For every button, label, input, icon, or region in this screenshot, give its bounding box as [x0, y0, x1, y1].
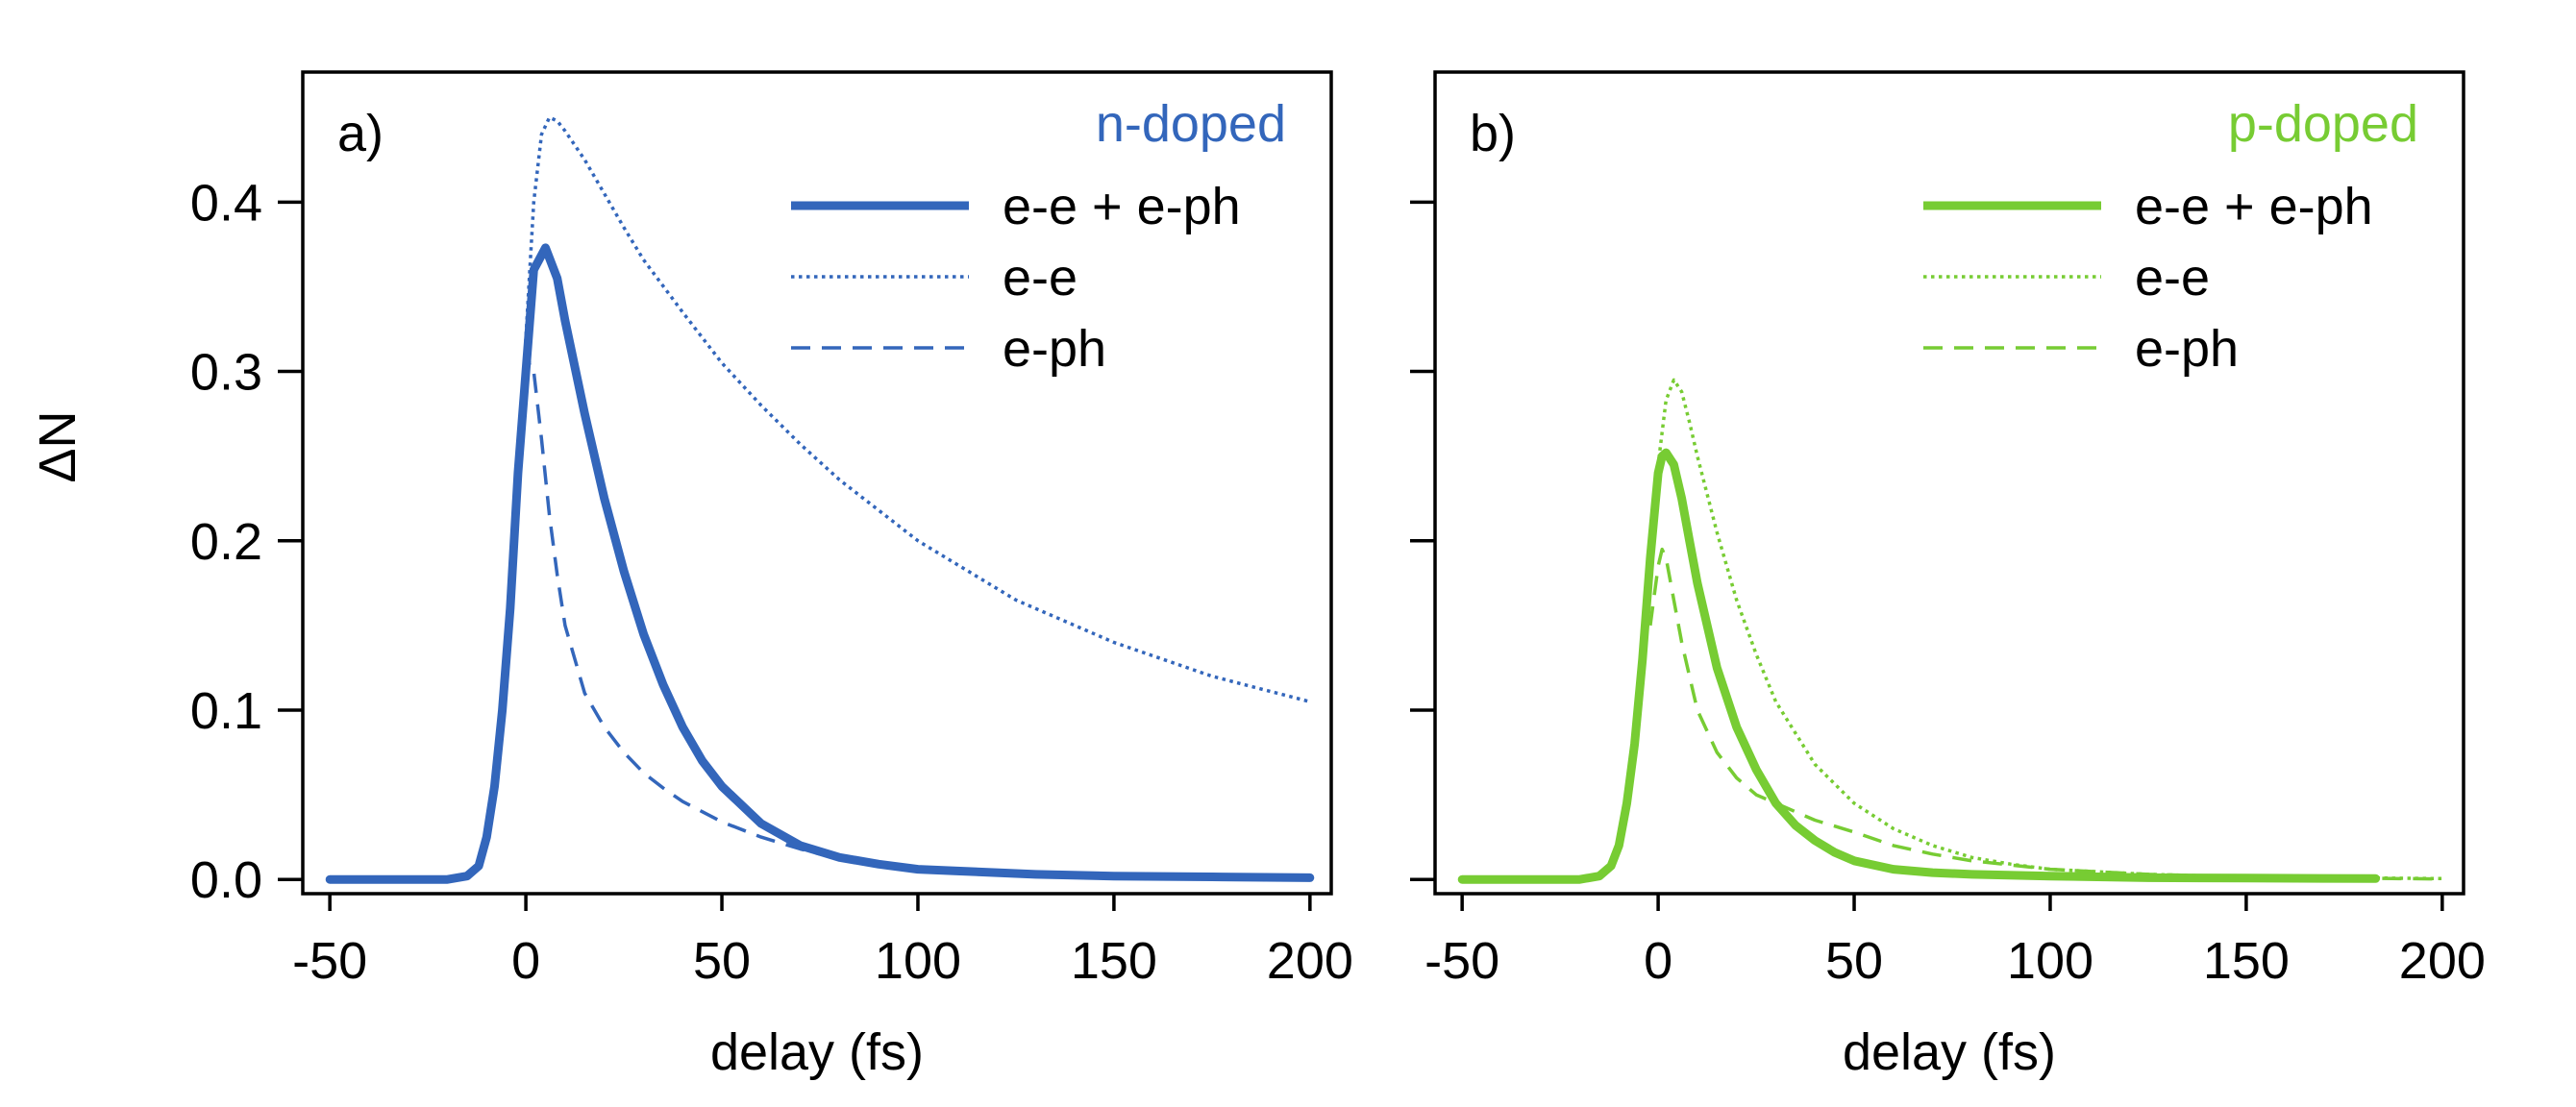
x-tick-label: -50 — [1424, 932, 1499, 990]
x-axis-title: delay (fs) — [1843, 1023, 2056, 1081]
x-tick-label: 200 — [1267, 932, 1353, 990]
plot-frame — [301, 70, 1333, 896]
legend-label: e-ph — [1003, 320, 1106, 378]
legend-label: e-e — [2135, 249, 2210, 307]
legend-label: e-e + e-ph — [1003, 178, 1241, 235]
series-line-dashed — [516, 360, 821, 856]
legend-label: e-ph — [2135, 320, 2239, 378]
y-tick-label: 0.2 — [190, 513, 262, 571]
x-tick-label: 100 — [875, 932, 961, 990]
panel-tag: a) — [337, 105, 384, 162]
x-tick-label: 0 — [511, 932, 540, 990]
x-tick-label: 150 — [1071, 932, 1157, 990]
series-line-dotted — [1648, 378, 2442, 881]
legend-label: e-e + e-ph — [2135, 178, 2373, 235]
series-line-solid — [325, 243, 1315, 884]
series-line-dashed — [1648, 547, 2442, 881]
y-axis-title: ΔN — [29, 410, 87, 482]
plot-frame — [1433, 70, 2465, 896]
x-axis-title: delay (fs) — [710, 1023, 924, 1081]
legend-label: e-e — [1003, 249, 1077, 307]
series-line-solid — [1457, 448, 2380, 884]
y-tick-label: 0.4 — [190, 174, 262, 232]
doping-label: n-doped — [1096, 95, 1286, 153]
panel-b: -50 0 50 100 150 200 delay (fs) b) p-doped e-e + … — [1410, 70, 2486, 1081]
x-tick-label: -50 — [292, 932, 367, 990]
x-tick-label: 200 — [2399, 932, 2486, 990]
panel-a: 0.0 0.1 0.2 0.3 0.4 -50 0 50 100 150 200 delay (fs)… — [190, 70, 1353, 1081]
series-line-dotted — [516, 115, 1311, 703]
panel-tag: b) — [1470, 105, 1516, 162]
x-tick-label: 50 — [693, 932, 751, 990]
x-tick-label: 0 — [1644, 932, 1672, 990]
doping-label: p-doped — [2228, 95, 2418, 153]
x-tick-label: 50 — [1825, 932, 1883, 990]
y-tick-label: 0.3 — [190, 344, 262, 402]
x-tick-label: 100 — [2007, 932, 2093, 990]
y-tick-label: 0.0 — [190, 851, 262, 909]
y-tick-label: 0.1 — [190, 682, 262, 740]
x-tick-label: 150 — [2203, 932, 2290, 990]
